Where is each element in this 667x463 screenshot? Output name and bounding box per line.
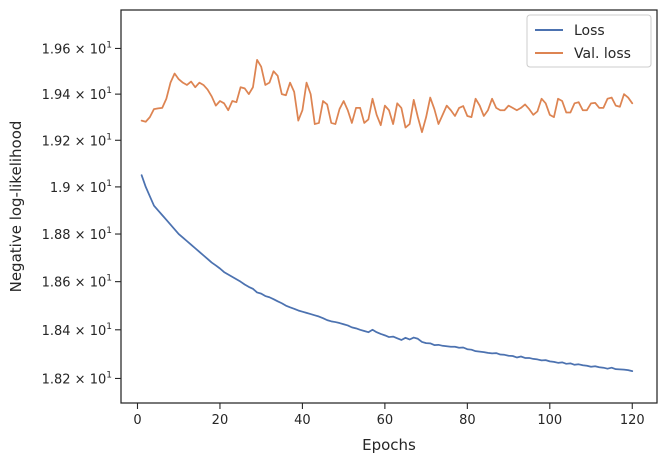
- y-tick-label: 1.84 × 101: [42, 322, 112, 339]
- x-tick-label: 40: [294, 413, 311, 428]
- y-tick-label: 1.88 × 101: [42, 226, 112, 243]
- y-tick-label: 1.9 × 101: [50, 179, 112, 196]
- axes-frame: [120, 9, 658, 404]
- y-tick-label: 1.86 × 101: [42, 274, 112, 291]
- series-layer: [140, 58, 634, 373]
- plot-area: [120, 9, 658, 404]
- x-axis: 0 20 40 60 80 100 120: [133, 403, 645, 428]
- x-tick-label: 80: [459, 413, 476, 428]
- y-tick-label: 1.82 × 101: [42, 370, 112, 387]
- legend-label-val-loss: Val. loss: [574, 46, 631, 62]
- x-axis-label: Epochs: [362, 436, 416, 454]
- x-tick-label: 60: [377, 413, 394, 428]
- x-tick-label: 0: [133, 413, 141, 428]
- y-axis: 1.82 × 101 1.84 × 101 1.86 × 101 1.88 × 101…: [42, 40, 121, 387]
- y-tick-label: 1.94 × 101: [42, 86, 112, 103]
- series-line-val-loss: [140, 58, 634, 134]
- x-tick-label: 100: [537, 413, 562, 428]
- series-line-loss: [140, 174, 634, 373]
- y-tick-label: 1.96 × 101: [42, 40, 112, 57]
- x-tick-label: 20: [212, 413, 229, 428]
- legend: Loss Val. loss: [526, 14, 652, 68]
- legend-label-loss: Loss: [574, 23, 605, 39]
- x-tick-label: 120: [620, 413, 645, 428]
- y-axis-label: Negative log-likelihood: [7, 121, 25, 293]
- y-tick-label: 1.92 × 101: [42, 132, 112, 149]
